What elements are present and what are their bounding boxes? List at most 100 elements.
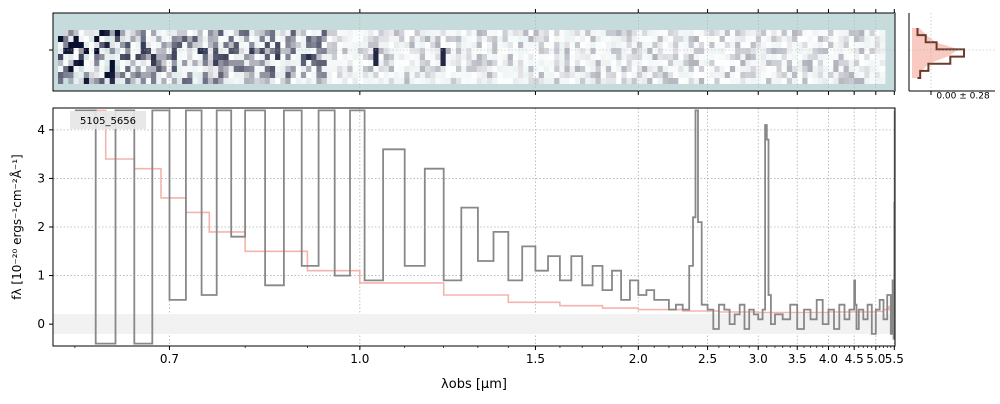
heatmap-cell [797, 36, 803, 42]
heatmap-cell [120, 42, 126, 48]
heatmap-cell [590, 66, 596, 72]
heatmap-cell [662, 30, 669, 36]
heatmap-cell [130, 60, 136, 66]
heatmap-cell [223, 48, 229, 54]
heatmap-cell [750, 48, 757, 54]
heatmap-cell [435, 30, 441, 36]
heatmap-cell [678, 66, 684, 72]
heatmap-cell [202, 78, 209, 84]
heatmap-cell [600, 54, 607, 60]
heatmap-cell [269, 72, 276, 78]
heatmap-cell [435, 66, 441, 72]
heatmap-cell [135, 60, 142, 66]
heatmap-cell [657, 54, 664, 60]
heatmap-cell [383, 78, 390, 84]
heatmap-cell [761, 48, 767, 54]
heatmap-cell [68, 30, 74, 36]
heatmap-cell [166, 54, 173, 60]
heatmap-cell [802, 54, 808, 60]
heatmap-cell [688, 54, 695, 60]
heatmap-cell [311, 72, 317, 78]
heatmap-cell [838, 66, 845, 72]
heatmap-cell [859, 60, 865, 66]
heatmap-cell [394, 60, 400, 66]
heatmap-cell [419, 60, 426, 66]
heatmap-cell [331, 36, 338, 42]
heatmap-cell [559, 72, 565, 78]
heatmap-cell [337, 54, 343, 60]
heatmap-cell [657, 72, 664, 78]
heatmap-cell [595, 30, 602, 36]
heatmap-cell [647, 42, 653, 48]
heatmap-cell [156, 72, 162, 78]
heatmap-cell [719, 72, 726, 78]
heatmap-cell [476, 66, 483, 72]
heatmap-cell [631, 42, 638, 48]
y-tick-label: 3 [37, 171, 45, 185]
heatmap-cell [321, 42, 328, 48]
heatmap-cell [859, 54, 865, 60]
heatmap-cell [823, 54, 829, 60]
heatmap-cell [450, 60, 457, 66]
heatmap-cell [838, 54, 845, 60]
heatmap-cell [802, 36, 808, 42]
heatmap-cell [497, 66, 503, 72]
heatmap-cell [802, 60, 808, 66]
heatmap-cell [73, 66, 80, 72]
heatmap-cell [399, 66, 405, 72]
heatmap-cell [538, 60, 545, 66]
heatmap-cell [698, 54, 705, 60]
heatmap-cell [564, 54, 571, 60]
heatmap-cell [337, 30, 343, 36]
heatmap-cell [792, 54, 798, 60]
heatmap-cell [130, 30, 136, 36]
heatmap-cell [321, 72, 328, 78]
heatmap-cell [114, 36, 121, 42]
heatmap-cell [331, 42, 338, 48]
heatmap-cell [233, 78, 240, 84]
heatmap-cell [647, 48, 653, 54]
heatmap-cell [528, 54, 534, 60]
heatmap-cell [125, 72, 131, 78]
heatmap-cell [502, 78, 509, 84]
heatmap-cell [854, 30, 860, 36]
heatmap-cell [300, 36, 307, 42]
heatmap-cell [859, 72, 865, 78]
heatmap-cell [740, 42, 746, 48]
heatmap-cell [636, 42, 643, 48]
error-series [74, 109, 895, 314]
heatmap-cell [693, 72, 700, 78]
heatmap-cell [471, 36, 478, 42]
heatmap-cell [740, 78, 746, 84]
heatmap-cell [187, 78, 193, 84]
heatmap-cell [171, 36, 178, 42]
heatmap-cell [657, 48, 664, 54]
heatmap-cell [693, 42, 700, 48]
heatmap-cell [249, 30, 255, 36]
heatmap-cell [388, 36, 395, 42]
profile-band [912, 28, 959, 78]
heatmap-cell [409, 60, 416, 66]
heatmap-cell [538, 30, 545, 36]
axes: 0.7 1.0 1.5 2.0 2.5 3.0 3.5 4.0 4.5 5.0 5.5 0 1 2 3 4 [37, 123, 904, 366]
heatmap-cell [714, 36, 720, 42]
heatmap-cell [523, 48, 529, 54]
heatmap-cell [559, 36, 565, 42]
heatmap-cell [854, 54, 860, 60]
heatmap-cell [771, 30, 777, 36]
heatmap-cell [326, 36, 333, 42]
heatmap-cell [440, 36, 447, 42]
heatmap-cell [89, 30, 95, 36]
heatmap-cell [507, 42, 514, 48]
heatmap-cell [383, 36, 390, 42]
heatmap-cell [528, 30, 534, 36]
heatmap-cell [605, 60, 612, 66]
heatmap-cell [223, 72, 229, 78]
heatmap-cell [197, 72, 204, 78]
heatmap-cell [642, 66, 648, 72]
heatmap-cell [192, 30, 198, 36]
heatmap-cell [740, 66, 746, 72]
heatmap-cell [68, 42, 74, 48]
heatmap-cell [642, 30, 648, 36]
